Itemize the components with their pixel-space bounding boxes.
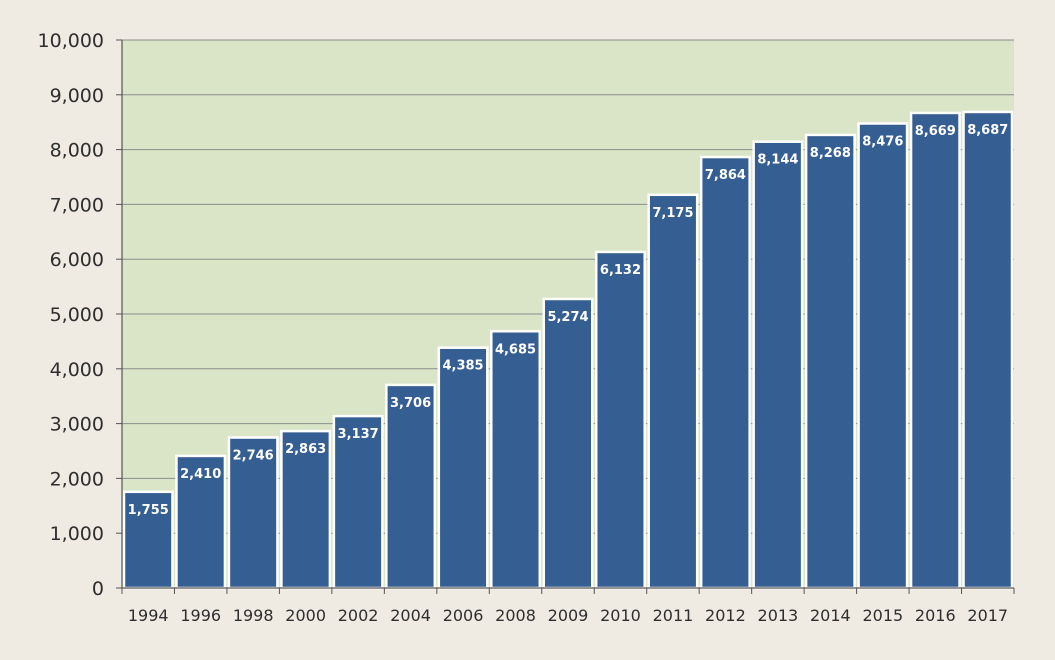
bar <box>227 436 279 590</box>
x-tick-label: 2002 <box>338 606 379 625</box>
data-label: 1,755 <box>128 503 169 518</box>
data-label: 2,746 <box>233 449 274 464</box>
x-tick-label: 2000 <box>285 606 326 625</box>
x-tick-label: 1994 <box>128 606 169 625</box>
bar <box>122 490 174 590</box>
data-label: 2,863 <box>285 442 326 457</box>
y-tick-label: 0 <box>92 578 104 600</box>
x-tick-label: 2012 <box>705 606 746 625</box>
data-label: 3,137 <box>338 427 379 442</box>
x-tick-label: 2015 <box>862 606 903 625</box>
bar <box>175 454 227 590</box>
bar <box>962 110 1014 590</box>
x-tick-label: 2011 <box>653 606 694 625</box>
bar <box>804 133 856 590</box>
bar <box>752 140 804 590</box>
bar <box>280 429 332 590</box>
x-tick-label: 1996 <box>180 606 221 625</box>
y-tick-label: 10,000 <box>38 30 104 52</box>
bar <box>332 414 384 590</box>
bar <box>385 383 437 590</box>
x-tick-label: 2004 <box>390 606 431 625</box>
data-label: 3,706 <box>390 396 431 411</box>
bar <box>594 250 646 590</box>
y-tick-label: 6,000 <box>50 249 104 271</box>
y-tick-label: 9,000 <box>50 85 104 107</box>
data-label: 4,685 <box>495 342 536 357</box>
bar <box>857 122 909 590</box>
data-label: 8,268 <box>810 146 851 161</box>
data-label: 8,669 <box>915 124 956 139</box>
data-label: 8,144 <box>757 153 798 168</box>
data-label: 8,687 <box>967 123 1008 138</box>
data-label: 6,132 <box>600 263 641 278</box>
data-label: 5,274 <box>547 310 588 325</box>
y-tick-label: 8,000 <box>50 140 104 162</box>
x-tick-label: 2008 <box>495 606 536 625</box>
x-tick-label: 2010 <box>600 606 641 625</box>
x-tick-label: 2014 <box>810 606 851 625</box>
y-tick-label: 3,000 <box>50 414 104 436</box>
x-tick-label: 2006 <box>443 606 484 625</box>
x-tick-label: 2013 <box>758 606 799 625</box>
y-tick-label: 5,000 <box>50 304 104 326</box>
x-tick-label: 2009 <box>548 606 589 625</box>
data-label: 4,385 <box>442 359 483 374</box>
x-tick-label: 2017 <box>967 606 1008 625</box>
data-label: 2,410 <box>180 467 221 482</box>
bar <box>699 155 751 590</box>
bar <box>437 346 489 590</box>
y-tick-label: 2,000 <box>50 468 104 490</box>
data-label: 7,175 <box>652 206 693 221</box>
bar <box>909 111 961 590</box>
y-tick-label: 1,000 <box>50 523 104 545</box>
bar <box>647 193 699 590</box>
data-label: 7,864 <box>705 168 746 183</box>
bar <box>490 330 542 590</box>
data-label: 8,476 <box>862 135 903 150</box>
y-tick-label: 7,000 <box>50 194 104 216</box>
bar <box>542 297 594 590</box>
x-tick-label: 1998 <box>233 606 274 625</box>
x-tick-label: 2016 <box>915 606 956 625</box>
y-tick-label: 4,000 <box>50 359 104 381</box>
